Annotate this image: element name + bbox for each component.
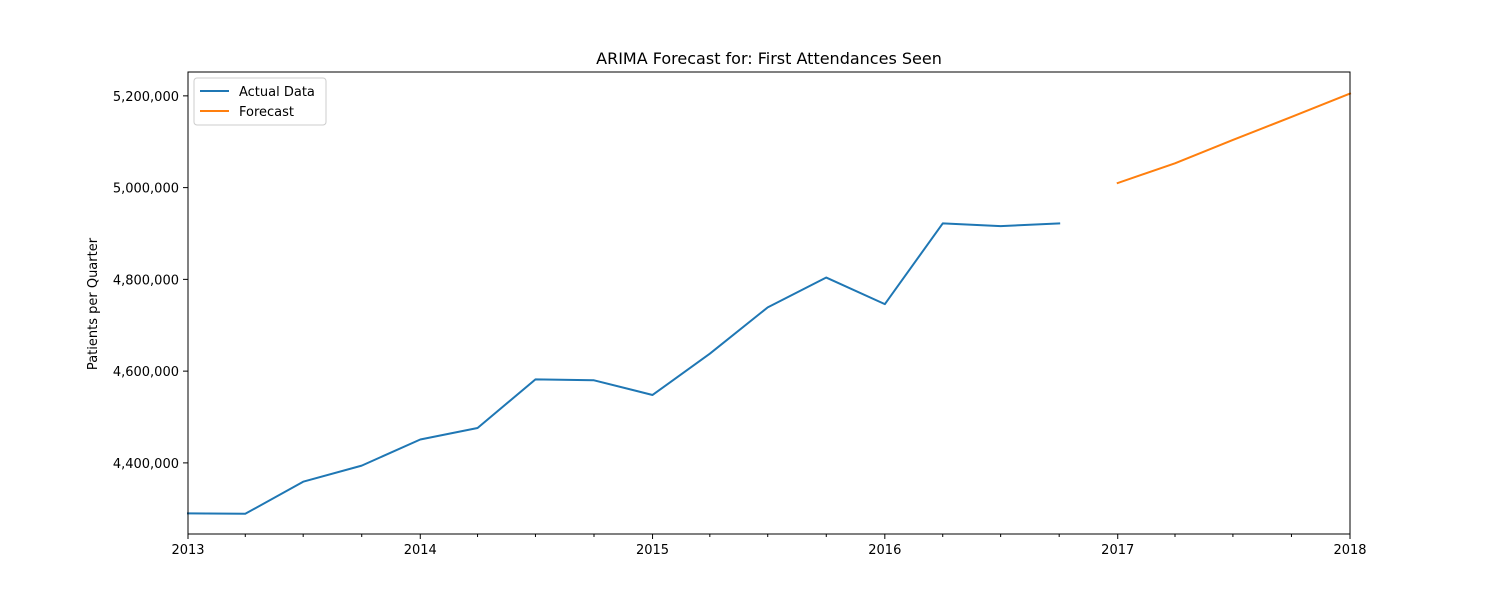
y-tick-label: 4,600,000 bbox=[113, 365, 179, 380]
series-line-actual-data bbox=[188, 223, 1059, 513]
x-tick-label: 2015 bbox=[636, 543, 669, 558]
x-tick-label: 2014 bbox=[404, 543, 437, 558]
series-layer bbox=[188, 94, 1350, 514]
y-axis-label: Patients per Quarter bbox=[86, 237, 101, 370]
series-line-forecast bbox=[1118, 94, 1350, 183]
chart-title: ARIMA Forecast for: First Attendances Se… bbox=[596, 49, 942, 68]
y-tick-label: 4,800,000 bbox=[113, 273, 179, 288]
y-tick-label: 4,400,000 bbox=[113, 457, 179, 472]
ticks-layer: 2013 2014 2015 2016 2017 2018 4,400,000 4,600,0… bbox=[113, 90, 1367, 558]
y-tick-label: 5,200,000 bbox=[113, 90, 179, 105]
legend-label-actual-data: Actual Data bbox=[239, 85, 315, 100]
legend-label-forecast: Forecast bbox=[239, 105, 294, 120]
x-tick-label: 2016 bbox=[868, 543, 901, 558]
x-tick-label: 2013 bbox=[171, 543, 204, 558]
x-tick-label: 2017 bbox=[1101, 543, 1134, 558]
y-tick-label: 5,000,000 bbox=[113, 182, 179, 197]
x-tick-label: 2018 bbox=[1333, 543, 1366, 558]
legend: Actual Data Forecast bbox=[194, 78, 326, 125]
